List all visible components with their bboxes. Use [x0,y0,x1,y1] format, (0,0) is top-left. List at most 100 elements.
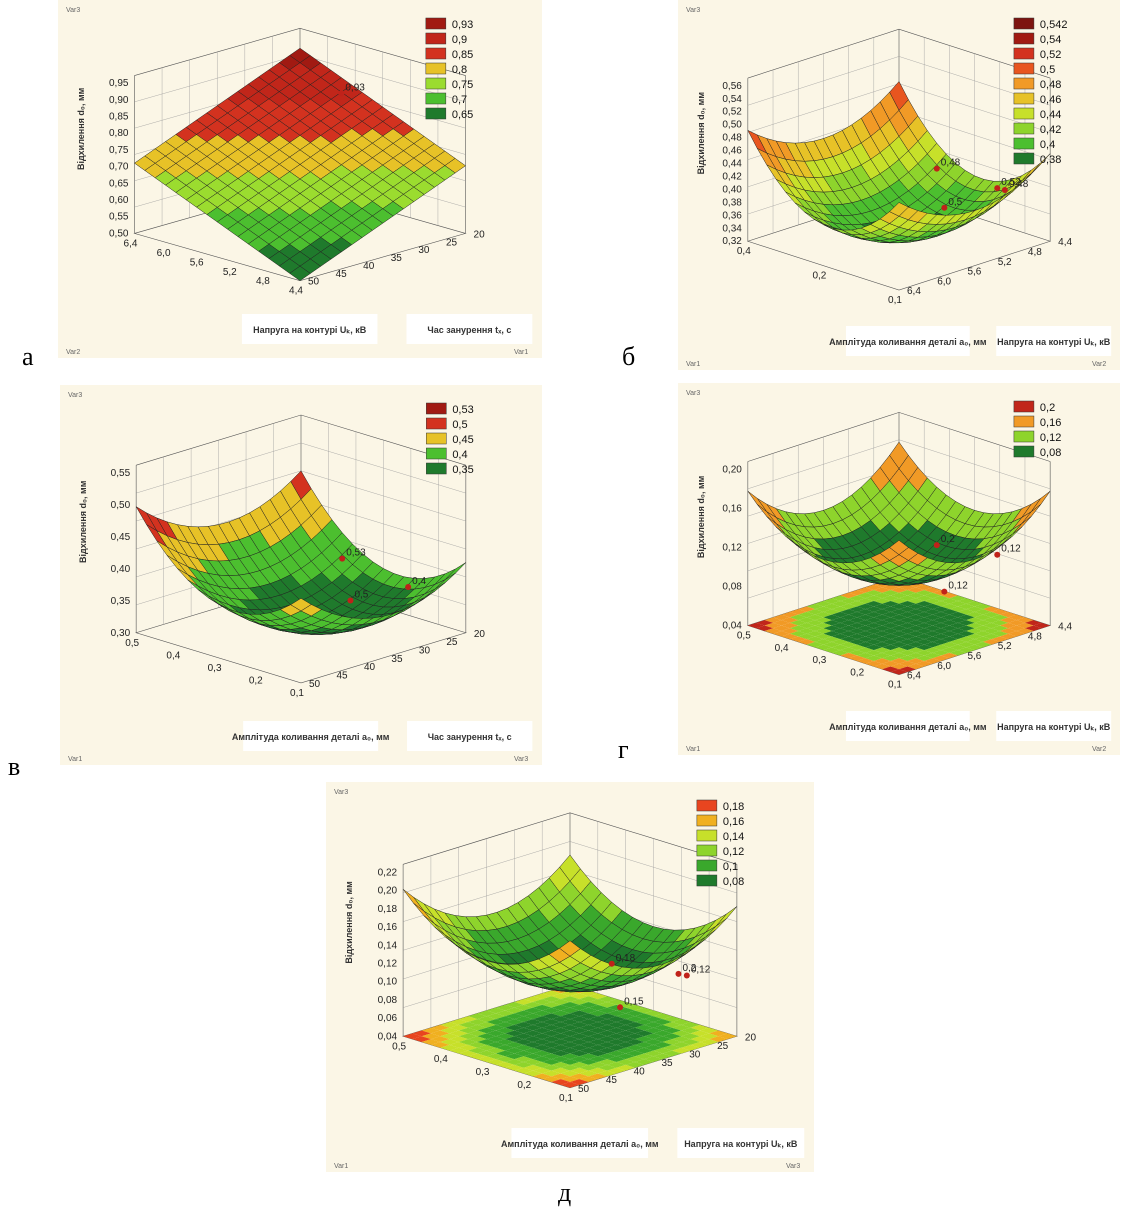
contour-cell [542,1064,561,1071]
contour-cell [940,614,958,621]
corner-label: Var3 [786,1163,800,1170]
contour-cell [840,636,858,642]
contour-cell [597,1059,617,1065]
corner-labels: Var3 Var1 Var2 [686,390,1106,753]
contour-cell [542,1019,561,1025]
contour-cell [597,1064,617,1071]
chart-a-svg: 0,95 0,90 0,85 0,80 0,75 0,70 0,65 0,60 0,55 0,50… [66,7,533,356]
contour-cell [607,1039,626,1045]
contour-cell [865,628,883,634]
contour-cell [974,631,992,637]
axis-titles: Відхилення d₀, мм Амплітуда коливання дет… [78,480,533,751]
contour-cell [560,996,580,1002]
contour-cell [823,620,841,626]
contour-cell [1008,620,1025,626]
contour-cell [523,1053,543,1060]
contour-cell [421,1039,441,1045]
point-label: 0,18 [616,953,636,964]
floor-contour [747,576,1051,675]
contour-cell [966,622,983,629]
contour-cell [532,1027,552,1034]
z-tick-label: 0,38 [722,197,742,208]
point-labels: 0,93 [338,82,365,97]
z-tick-label: 0,56 [722,81,742,92]
contour-cell [1008,614,1025,621]
y-tick-label: 6,0 [937,661,951,672]
x-tick-label: 0,5 [392,1041,406,1052]
surface-cell [747,490,767,512]
contour-cell [616,1059,635,1065]
contour-cell [699,1039,719,1045]
contour-cell [653,1013,672,1020]
contour-cell [798,633,816,640]
contour-cell [848,590,866,596]
contour-cell [899,606,916,612]
contour-cell [899,661,916,667]
contour-cell [532,1039,552,1045]
contour-cell [644,1010,663,1017]
contour-cell [907,658,925,664]
point-label: 0,4 [412,576,426,587]
contour-cell [458,1016,478,1022]
contour-cell [991,631,1009,637]
contour-cell [840,614,858,621]
contour-cell [857,652,874,659]
contour-cell [957,614,975,621]
x-axis-title: Амплітуда коливання деталі a₀, мм [829,722,987,732]
contour-cell [458,1033,478,1040]
contour-cell [932,655,950,662]
contour-cell [514,1010,533,1017]
contour-cell [915,617,933,623]
z-tick-label: 0,85 [109,111,129,122]
contour-cell [848,606,866,612]
contour-cell [570,1010,589,1017]
y-tick-label: 6,4 [907,671,921,682]
surface-mesh [747,81,1051,244]
contour-cell [662,1039,682,1045]
contour-cell [890,609,908,615]
contour-cell [625,1033,645,1040]
contour-cell [823,603,841,610]
contour-cell [974,620,992,626]
contour-cell [840,620,858,626]
contour-cell [940,620,958,626]
contour-cell [542,1024,561,1031]
contour-cell [857,614,874,621]
contour-cell [514,1044,533,1051]
contour-cell [907,647,925,653]
contour-cell [865,650,883,656]
contour-cell [932,595,950,601]
surface-cell [889,202,909,217]
contour-cell [966,633,983,640]
contour-cell [949,628,967,634]
contour-cell [831,622,849,629]
z-axis-title: Відхилення d₀, мм [696,92,706,175]
contour-cell [999,622,1017,629]
contour-cell [848,628,866,634]
x-axis-title: Амплітуда коливання деталі a₀, мм [829,337,987,347]
corner-label: Var2 [66,349,80,356]
y-axis-title-box [407,721,533,751]
z-tick-label: 0,55 [109,212,129,223]
y-tick-label: 40 [363,261,375,272]
contour-cell [1008,631,1025,637]
legend-swatch [425,32,447,45]
contour-cell [764,622,782,629]
contour-cell [940,603,958,610]
legend-swatch [1013,400,1035,413]
legend-swatch [696,844,718,857]
z-tick-label: 0,40 [722,184,742,195]
legend: 0,18 0,16 0,14 0,12 0,1 0,08 [696,799,744,888]
legend-label: 0,42 [1040,124,1061,136]
contour-cell [848,617,866,623]
contour-cell [907,614,925,621]
y-tick-label: 45 [336,269,348,280]
contour-cell [882,600,899,607]
contour-cell [940,631,958,637]
contour-cell [982,606,1000,612]
contour-cell [924,652,941,659]
data-point [1001,187,1008,194]
contour-cell [848,611,866,618]
contour-cell [873,658,891,664]
z-tick-label: 0,42 [722,171,742,182]
